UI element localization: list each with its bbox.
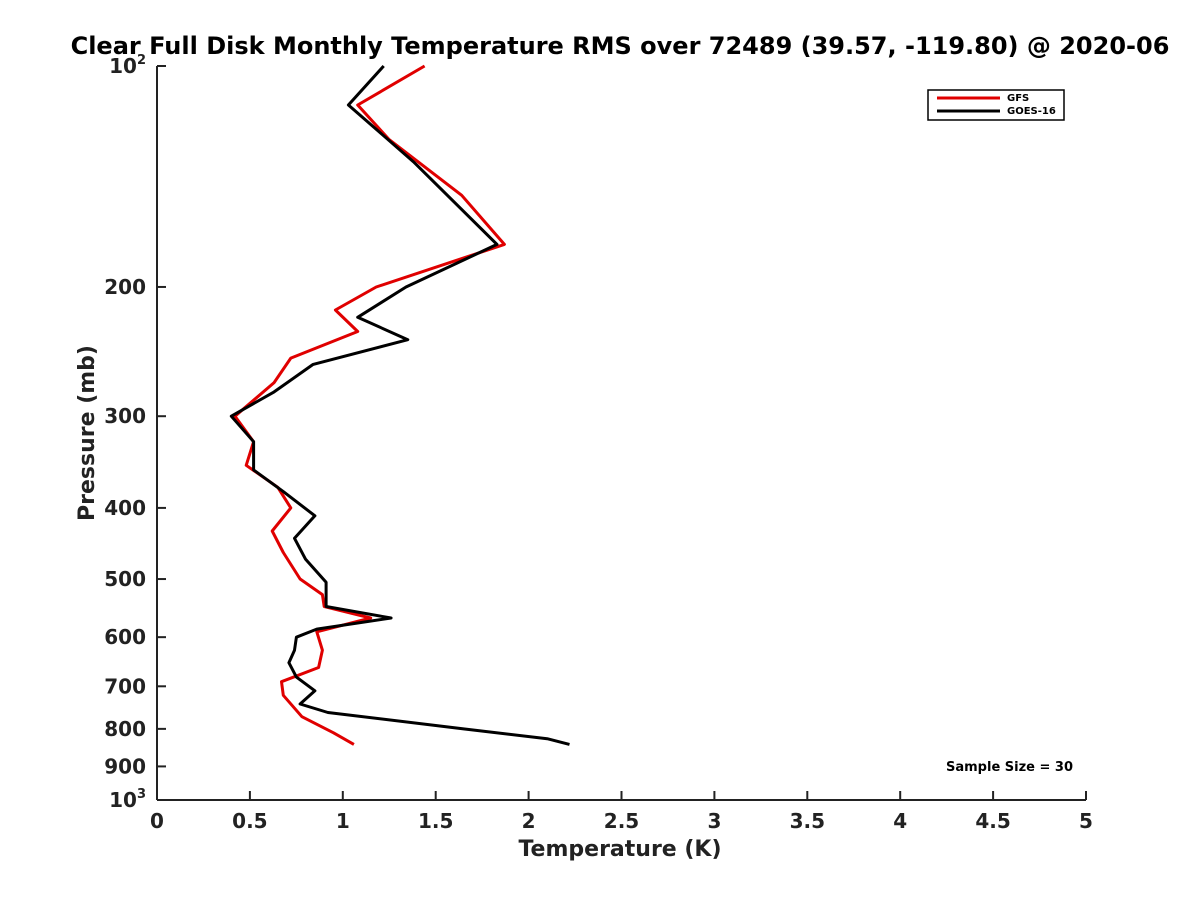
y-tick-label: 500 [104,567,146,591]
x-tick-label: 1.5 [418,809,453,833]
y-tick-label: 700 [104,674,146,698]
y-tick-label: 200 [104,275,146,299]
chart-title: Clear Full Disk Monthly Temperature RMS … [71,32,1170,60]
y-tick-label: 102 [109,53,146,78]
y-tick-label: 600 [104,625,146,649]
y-tick-label: 103 [109,787,146,812]
x-tick-label: 4 [893,809,907,833]
x-tick-label: 3 [707,809,721,833]
series-line-gfs [233,64,506,746]
x-ticks: 0 0.5 1 1.5 2 2.5 3 3.5 4 4.5 5 [150,791,1093,833]
x-tick-label: 5 [1079,809,1093,833]
x-tick-label: 4.5 [975,809,1010,833]
sample-size-annotation: Sample Size = 30 [946,760,1073,775]
y-axis-label: Pressure (mb) [75,345,100,521]
legend-label-gfs: GFS [1007,93,1029,104]
y-tick-label: 400 [104,496,146,520]
y-tick-label: 900 [104,754,146,778]
x-tick-label: 1 [336,809,350,833]
legend: GFS GOES-16 [927,89,1065,121]
series-line-goes16 [229,64,570,746]
x-tick-label: 2 [522,809,536,833]
x-tick-label: 3.5 [790,809,825,833]
x-tick-label: 0.5 [232,809,267,833]
x-tick-label: 2.5 [604,809,639,833]
y-tick-label: 800 [104,717,146,741]
legend-label-goes16: GOES-16 [1007,106,1056,117]
legend-box [927,89,1065,121]
y-tick-label: 300 [104,404,146,428]
x-axis-label: Temperature (K) [518,837,721,862]
y-ticks: 102 200 300 400 500 600 700 800 900 103 [104,53,166,812]
plot-area [229,64,570,746]
x-tick-label: 0 [150,809,164,833]
